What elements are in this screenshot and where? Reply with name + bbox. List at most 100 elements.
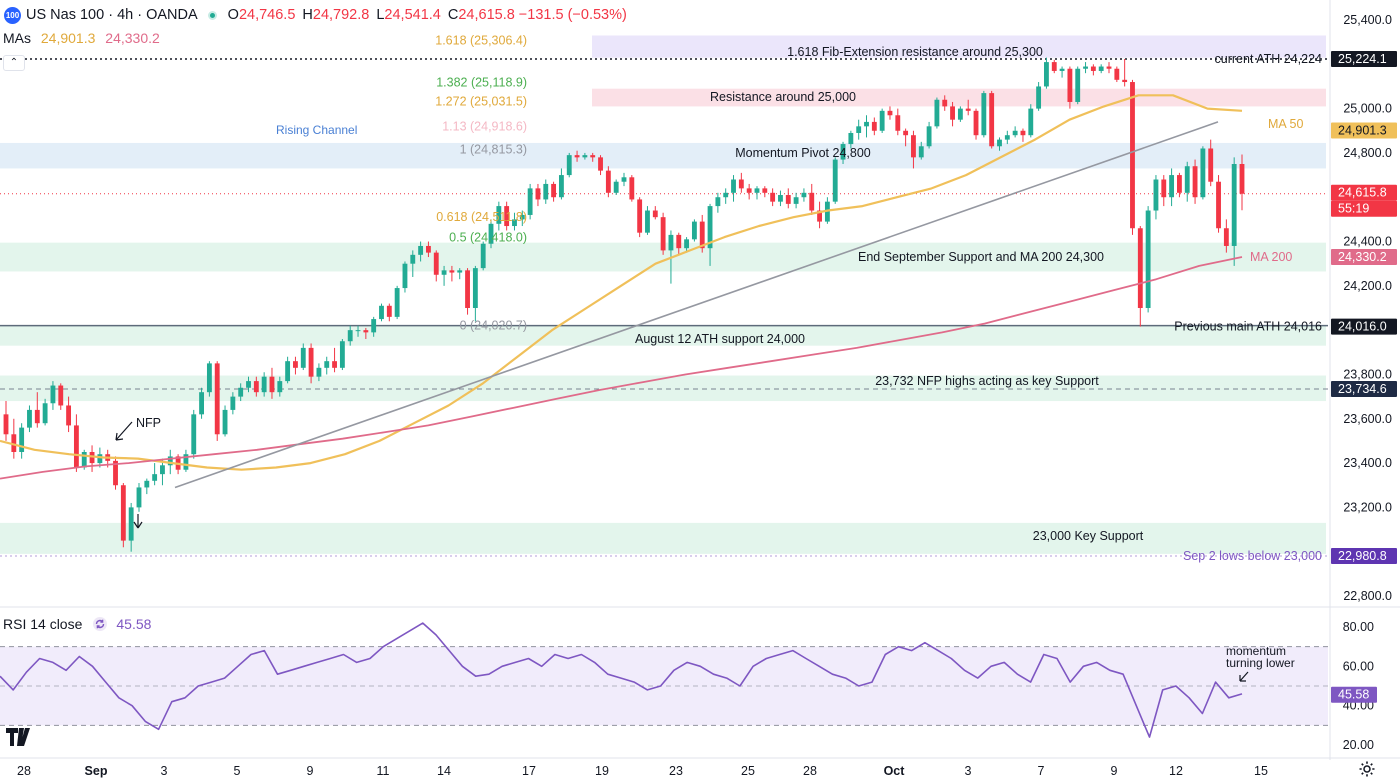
price-badge-1: 24,901.3 — [1338, 123, 1387, 137]
candle-body — [363, 330, 369, 333]
price-badge-bg-5 — [1331, 318, 1397, 335]
candle-body — [1176, 175, 1182, 193]
candle-body — [1208, 148, 1214, 182]
symbol-title[interactable]: US Nas 100 · 4h · OANDA — [26, 7, 198, 23]
candle-body — [684, 239, 690, 249]
candle-body — [214, 363, 220, 435]
price-tick-label: 24,800.0 — [1343, 146, 1392, 160]
candle-body — [840, 144, 846, 160]
change-value: −131.5 (−0.53%) — [518, 7, 627, 23]
price-badge-0: 25,224.1 — [1338, 52, 1387, 66]
fib-label-6: 0.5 (24,418.0) — [449, 231, 527, 245]
rsi-legend-value: 45.58 — [116, 616, 152, 632]
tradingview-logo-icon[interactable] — [6, 726, 38, 752]
ma-legend[interactable]: MAs 24,901.3 24,330.2 — [3, 30, 160, 46]
zone-rect-5 — [0, 375, 1326, 402]
price-badge-bg-1 — [1331, 122, 1397, 139]
candle-body — [731, 179, 736, 193]
candle-body — [1122, 79, 1128, 83]
candle-body — [144, 480, 150, 488]
candle-body — [199, 392, 204, 415]
candle-body — [1216, 181, 1221, 229]
candle-body — [778, 195, 783, 202]
time-tick-label: 5 — [234, 764, 241, 778]
ma200-legend-value: 24,330.2 — [105, 30, 160, 46]
fib-label-0: 1.618 (25,306.4) — [435, 34, 527, 48]
time-tick-label: Sep — [85, 764, 108, 778]
candle-body — [1020, 130, 1026, 136]
candle-body — [1067, 68, 1073, 102]
candle-body — [253, 381, 259, 393]
candle-body — [574, 155, 580, 158]
candle-body — [379, 305, 384, 320]
candle-body — [300, 347, 306, 368]
candle-body — [386, 305, 392, 317]
candle-body — [269, 376, 275, 393]
candle-body — [261, 376, 267, 393]
price-tick-label: 22,800.0 — [1343, 589, 1392, 603]
candle-body — [1114, 68, 1120, 80]
candle-body — [950, 106, 955, 120]
candle-body — [543, 183, 549, 200]
candle-body — [832, 159, 838, 202]
candle-body — [222, 409, 228, 435]
candle-body — [441, 270, 447, 275]
candle-body — [136, 487, 142, 508]
candle-body — [582, 155, 588, 158]
rsi-tick-label: 20.00 — [1343, 738, 1374, 752]
ma200-line — [0, 256, 1243, 480]
candle-body — [1223, 228, 1229, 246]
candle-body — [19, 427, 25, 452]
candle-body — [887, 110, 893, 116]
candle-body — [981, 93, 987, 136]
price-tick-label: 24,400.0 — [1343, 235, 1392, 249]
candle-body — [629, 177, 635, 200]
low-label: L — [376, 7, 385, 23]
candle-body — [770, 192, 776, 202]
price-badge-5: 24,016.0 — [1338, 320, 1387, 334]
ma-legend-label: MAs — [3, 30, 31, 46]
candle-body — [754, 188, 760, 193]
price-badge-bg-3 — [1331, 200, 1397, 217]
price-tick-label: 23,800.0 — [1343, 367, 1392, 381]
ma200-label: MA 200 — [1250, 250, 1292, 264]
candle-body — [848, 132, 854, 145]
candle-body — [1098, 66, 1104, 71]
candle-body — [1090, 66, 1096, 71]
candle-body — [496, 206, 502, 224]
symbol-logo[interactable]: 100 — [4, 6, 21, 24]
high-label: H — [302, 7, 313, 23]
candle-body — [89, 452, 95, 464]
zone-label-2: Momentum Pivot 24,800 — [735, 146, 871, 160]
price-badge-bg-0 — [1331, 50, 1397, 67]
candle-body — [997, 139, 1002, 147]
zone-label-0: 1.618 Fib-Extension resistance around 25… — [787, 45, 1043, 59]
gear-icon[interactable] — [1358, 760, 1376, 778]
rsi-tick-label: 80.00 — [1343, 620, 1374, 634]
candle-body — [402, 263, 408, 289]
time-tick-label: 3 — [965, 764, 972, 778]
candle-body — [1145, 210, 1151, 308]
time-tick-label: 11 — [377, 764, 390, 778]
fib-label-3: 1.13 (24,918.6) — [442, 120, 527, 134]
candle-body — [1161, 179, 1167, 198]
candle-body — [293, 361, 298, 368]
time-tick-label: 7 — [1038, 764, 1045, 778]
candle-body — [645, 210, 650, 233]
candle-body — [238, 387, 244, 397]
collapse-legend-button[interactable]: ⌃ — [3, 55, 25, 71]
candle-body — [355, 330, 361, 332]
candle-body — [34, 409, 40, 424]
refresh-icon[interactable] — [92, 616, 108, 632]
time-tick-label: 12 — [1169, 764, 1183, 778]
candle-body — [879, 110, 885, 131]
price-tick-label: 25,000.0 — [1343, 102, 1392, 116]
candle-body — [1130, 82, 1135, 229]
time-tick-label: 15 — [1254, 764, 1268, 778]
level-label-2: Sep 2 lows below 23,000 — [1183, 549, 1322, 563]
close-value: 24,615.8 — [458, 7, 515, 23]
rsi-legend-label: RSI 14 close — [3, 616, 83, 632]
candle-body — [512, 219, 517, 227]
rsi-legend[interactable]: RSI 14 close 45.58 — [3, 616, 151, 632]
